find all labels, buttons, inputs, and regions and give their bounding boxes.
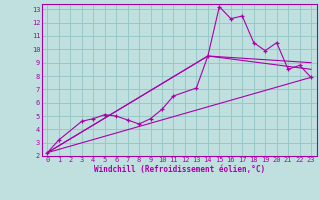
X-axis label: Windchill (Refroidissement éolien,°C): Windchill (Refroidissement éolien,°C) <box>94 165 265 174</box>
